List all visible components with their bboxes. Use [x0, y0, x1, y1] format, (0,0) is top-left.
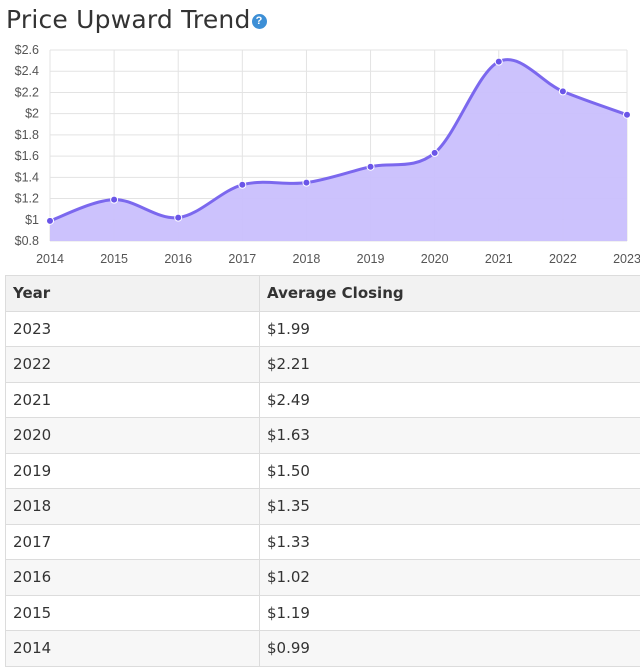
x-tick-label: 2019 — [357, 252, 385, 266]
closing-cell: $1.19 — [259, 594, 640, 631]
y-tick-label: $1.4 — [15, 170, 39, 184]
price-table: Year Average Closing 2023 $1.99 2022 $2.21… — [5, 275, 640, 667]
y-tick-label: $1.6 — [15, 149, 39, 163]
table-row: 2016 $1.02 — [5, 559, 640, 596]
closing-cell: $1.35 — [259, 488, 640, 525]
y-tick-label: $1.8 — [15, 128, 39, 142]
x-tick-label: 2014 — [36, 252, 64, 266]
closing-cell: $1.33 — [259, 523, 640, 560]
help-icon[interactable]: ? — [251, 13, 267, 29]
table-row: 2014 $0.99 — [5, 630, 640, 667]
table-row: 2018 $1.35 — [5, 488, 640, 525]
table-row: 2017 $1.33 — [5, 523, 640, 560]
y-tick-label: $1.2 — [15, 192, 39, 206]
x-tick-label: 2022 — [549, 252, 577, 266]
year-cell: 2014 — [5, 630, 260, 667]
closing-cell: $2.49 — [259, 381, 640, 418]
closing-cell: $1.02 — [259, 559, 640, 596]
table-header-row: Year Average Closing — [5, 275, 640, 312]
data-point — [238, 180, 247, 189]
year-cell: 2015 — [5, 594, 260, 631]
closing-cell: $0.99 — [259, 630, 640, 667]
data-point — [174, 213, 183, 222]
year-cell: 2022 — [5, 346, 260, 383]
data-point — [366, 162, 375, 171]
year-cell: 2019 — [5, 452, 260, 489]
year-cell: 2016 — [5, 559, 260, 596]
data-point — [623, 110, 631, 119]
closing-cell: $1.50 — [259, 452, 640, 489]
year-column-header: Year — [5, 275, 260, 312]
data-point — [46, 216, 54, 225]
year-cell: 2018 — [5, 488, 260, 525]
closing-cell: $1.63 — [259, 417, 640, 454]
title-row: Price Upward Trend ? — [6, 2, 267, 36]
x-tick-label: 2023 — [613, 252, 640, 266]
table-row: 2020 $1.63 — [5, 417, 640, 454]
year-cell: 2017 — [5, 523, 260, 560]
y-tick-label: $2 — [25, 107, 39, 121]
series-line — [49, 58, 628, 223]
year-cell: 2020 — [5, 417, 260, 454]
closing-cell: $1.99 — [259, 310, 640, 347]
x-tick-label: 2021 — [485, 252, 513, 266]
y-tick-label: $0.8 — [15, 234, 39, 248]
average-closing-column-header: Average Closing — [259, 275, 640, 312]
x-tick-label: 2015 — [100, 252, 128, 266]
table-row: 2023 $1.99 — [5, 310, 640, 347]
y-tick-label: $1 — [25, 213, 39, 227]
table-row: 2022 $2.21 — [5, 346, 640, 383]
x-tick-label: 2020 — [421, 252, 449, 266]
x-tick-label: 2016 — [164, 252, 192, 266]
table-row: 2015 $1.19 — [5, 594, 640, 631]
data-point — [302, 178, 311, 187]
closing-cell: $2.21 — [259, 346, 640, 383]
data-point — [110, 195, 119, 204]
data-point — [558, 87, 567, 96]
table-row: 2019 $1.50 — [5, 452, 640, 489]
data-point — [494, 57, 503, 66]
x-tick-label: 2018 — [293, 252, 321, 266]
x-tick-label: 2017 — [228, 252, 256, 266]
y-tick-label: $2.4 — [15, 64, 39, 78]
y-tick-label: $2.6 — [15, 43, 39, 57]
y-tick-label: $2.2 — [15, 85, 39, 99]
area-fill — [50, 59, 627, 242]
price-chart: $0.8 $1 $1.2 $1.4 $1.6 $1.8 $2 $2.2 $2.4 $2.6 2014… — [15, 43, 640, 266]
year-cell: 2023 — [5, 310, 260, 347]
page-title: Price Upward Trend — [6, 4, 251, 34]
table-row: 2021 $2.49 — [5, 381, 640, 418]
year-cell: 2021 — [5, 381, 260, 418]
data-point — [430, 148, 439, 157]
